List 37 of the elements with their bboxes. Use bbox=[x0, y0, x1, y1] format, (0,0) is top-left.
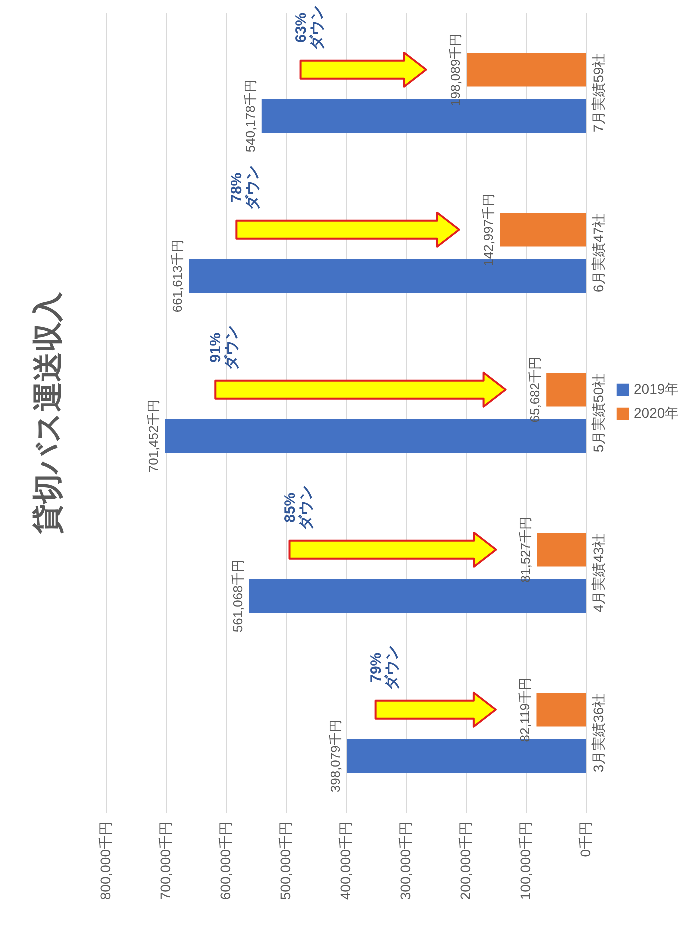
x-tick-label: 600,000千円 bbox=[218, 822, 234, 900]
data-label: 661,613千円 bbox=[170, 240, 186, 313]
data-label: 81,527千円 bbox=[518, 516, 534, 583]
annotation: 91%ダウン bbox=[208, 325, 241, 370]
legend-label: 2020年 bbox=[634, 405, 680, 421]
y-tick-label: 7月実績59社 bbox=[590, 53, 606, 133]
bar bbox=[536, 693, 586, 727]
bar bbox=[537, 533, 586, 567]
bar bbox=[500, 213, 586, 247]
data-label: 65,682千円 bbox=[528, 356, 543, 423]
annotation: 63%ダウン bbox=[292, 5, 326, 50]
y-tick-label: 6月実績47社 bbox=[590, 213, 606, 293]
x-tick-label: 800,000千円 bbox=[98, 822, 114, 900]
data-label: 142,997千円 bbox=[481, 193, 496, 266]
x-tick-label: 500,000千円 bbox=[278, 822, 294, 900]
data-label: 198,089千円 bbox=[448, 33, 464, 106]
bar bbox=[546, 373, 586, 407]
legend-label: 2019年 bbox=[634, 381, 680, 397]
y-tick-label: 4月実績43社 bbox=[590, 533, 606, 613]
text: 貸切バス運送収入 bbox=[32, 291, 65, 535]
data-label: 701,452千円 bbox=[146, 400, 162, 473]
y-tick-label: 5月実績50社 bbox=[590, 373, 606, 453]
x-tick-label: 200,000千円 bbox=[458, 822, 474, 900]
data-label: 561,068千円 bbox=[230, 560, 246, 633]
x-tick-label: 700,000千円 bbox=[158, 822, 174, 900]
x-tick-label: 300,000千円 bbox=[398, 822, 414, 900]
annotation: 79%ダウン bbox=[368, 645, 401, 690]
data-label: 398,079千円 bbox=[328, 720, 344, 793]
annotation: 78%ダウン bbox=[228, 165, 262, 210]
y-tick-label: 3月実績36社 bbox=[590, 693, 606, 773]
annotation: 85%ダウン bbox=[282, 485, 315, 530]
x-tick-label: 0千円 bbox=[578, 822, 594, 858]
x-tick-label: 100,000千円 bbox=[518, 822, 534, 900]
x-tick-label: 400,000千円 bbox=[338, 822, 354, 900]
data-label: 82,119千円 bbox=[518, 677, 533, 742]
bar bbox=[467, 53, 586, 87]
data-label: 540,178千円 bbox=[242, 80, 258, 153]
